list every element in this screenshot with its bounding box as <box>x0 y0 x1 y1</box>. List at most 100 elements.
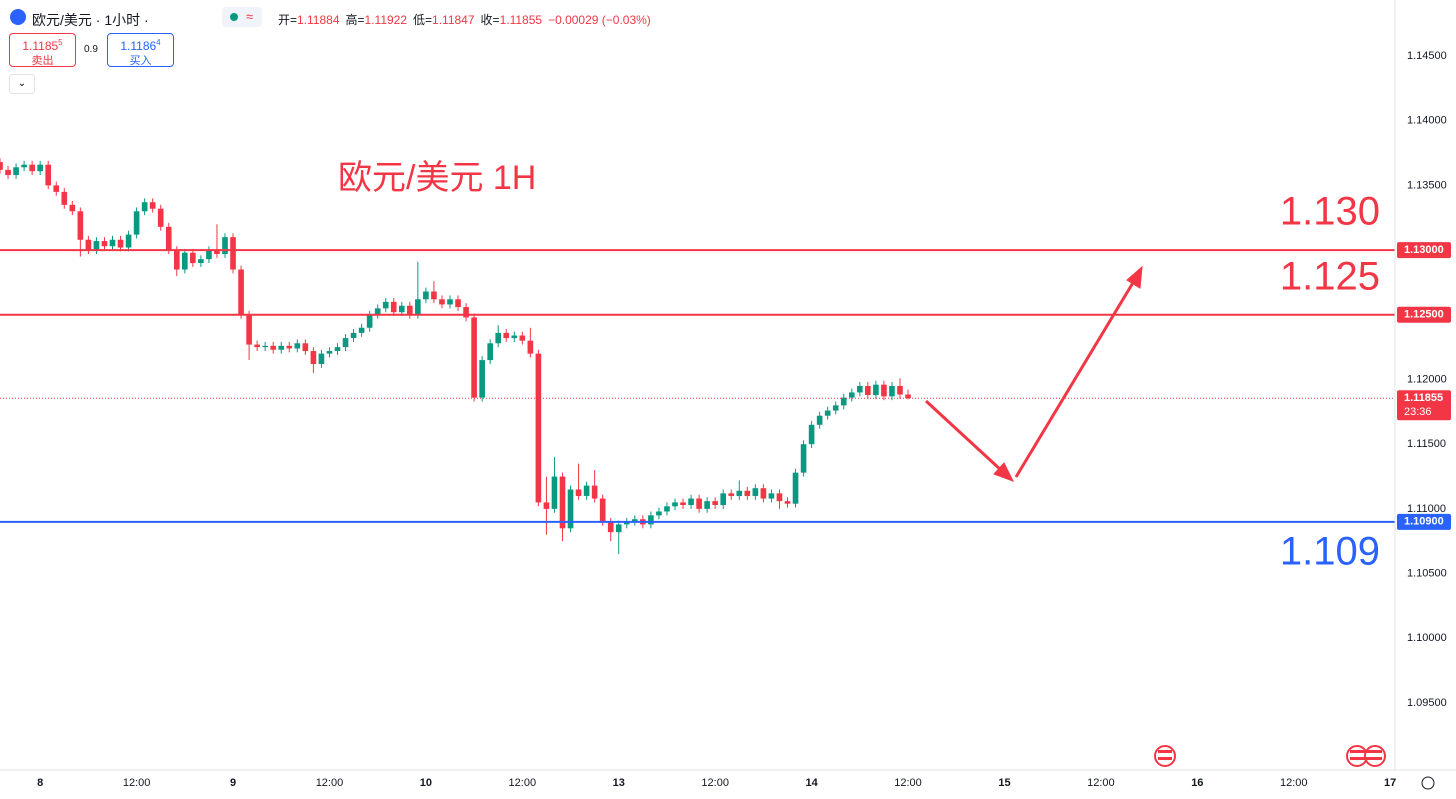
level-tag <box>1397 513 1451 530</box>
collapse-button[interactable]: ⌄ <box>9 74 35 94</box>
level-tag-label: 1.13000 <box>1404 244 1444 256</box>
candle-body <box>318 353 325 364</box>
candle-body <box>141 202 148 212</box>
candle-body <box>390 301 397 313</box>
candle-body <box>407 305 413 315</box>
sell-button[interactable]: 1.11855 卖出 <box>9 33 76 67</box>
candle-body <box>5 169 11 176</box>
candle-body <box>567 489 574 529</box>
flag-stripe <box>1350 757 1382 760</box>
candle-body <box>712 501 718 506</box>
candle-body <box>45 164 52 186</box>
y-tick-label: 1.10000 <box>1407 632 1447 644</box>
settings-icon[interactable] <box>1421 776 1435 790</box>
level-tag-label: 1.12500 <box>1404 309 1444 321</box>
level-annotation: 1.130 <box>1280 190 1380 234</box>
candle-body <box>615 524 622 533</box>
y-tick-label: 1.13500 <box>1407 179 1447 191</box>
buy-button[interactable]: 1.11864 买入 <box>107 33 174 67</box>
candle-body <box>656 511 662 516</box>
candle-body <box>117 239 124 248</box>
x-tick-label: 12:00 <box>1087 777 1115 789</box>
last-price-tag <box>1397 390 1451 421</box>
candle-body <box>905 394 911 399</box>
candle-body <box>463 307 469 318</box>
candle-body <box>165 226 172 251</box>
candle-body <box>93 241 100 251</box>
market-open-dot <box>230 13 238 21</box>
symbol-icon <box>10 9 26 25</box>
buy-pip: 4 <box>156 38 161 47</box>
plot-area <box>0 158 1395 555</box>
level-tag-label: 1.10900 <box>1404 516 1444 528</box>
x-tick-label: 14 <box>805 777 818 789</box>
sell-pip: 5 <box>58 38 63 47</box>
candle-body <box>254 344 260 348</box>
candle-body <box>471 317 477 398</box>
flag-stripe <box>1158 750 1172 753</box>
candle-body <box>415 299 421 315</box>
x-tick-label: 16 <box>1191 777 1203 789</box>
candle-body <box>77 211 84 240</box>
candle-body <box>374 308 381 315</box>
event-flag[interactable] <box>1154 745 1176 767</box>
candle-body <box>302 343 309 352</box>
candle-body <box>607 521 614 533</box>
x-tick-label: 12:00 <box>123 777 151 789</box>
candle-body <box>559 476 566 529</box>
status-pill[interactable]: ≈ <box>222 7 262 27</box>
candle-body <box>270 345 277 350</box>
x-tick-label: 12:00 <box>894 777 922 789</box>
x-tick-label: 12:00 <box>701 777 729 789</box>
arrow-up <box>1014 280 1136 478</box>
y-tick-label: 1.10500 <box>1407 567 1447 579</box>
ohlc-key: 高= <box>345 13 365 27</box>
candle-body <box>792 472 799 504</box>
candle-body <box>382 301 389 309</box>
sell-price: 1.1185 <box>22 39 59 53</box>
ohlc-value: 1.11847 <box>432 13 475 27</box>
candle-body <box>575 489 582 496</box>
candle-body <box>61 191 68 205</box>
candle-body <box>760 488 767 499</box>
candle-body <box>648 515 654 525</box>
x-tick-label: 12:00 <box>316 777 344 789</box>
symbol-title[interactable]: 欧元/美元 · 1小时 · <box>32 12 149 28</box>
candle-body <box>190 252 196 264</box>
arrow-head <box>1126 265 1143 289</box>
sell-label: 卖出 <box>31 55 54 67</box>
level-tag <box>1397 242 1451 259</box>
forecast-arrows <box>924 265 1143 482</box>
candle-body <box>696 498 702 509</box>
candle-body <box>342 338 349 348</box>
candle-body <box>519 335 526 341</box>
x-tick-label: 8 <box>37 777 43 789</box>
flag-stripe <box>1350 750 1382 753</box>
candle-body <box>350 332 357 339</box>
x-tick-label: 10 <box>420 777 432 789</box>
candle-body <box>583 485 590 496</box>
candle-body <box>832 405 839 411</box>
candle-body <box>109 239 116 247</box>
x-tick-label: 15 <box>998 777 1010 789</box>
candle-body <box>29 164 35 172</box>
ohlc-value: 1.11922 <box>364 13 408 27</box>
candle-body <box>680 502 686 506</box>
level-tag <box>1397 306 1451 323</box>
candle-body <box>439 299 445 305</box>
arrow-down <box>924 399 1004 473</box>
candle-body <box>21 164 27 168</box>
candle-body <box>535 353 542 503</box>
candle-body <box>551 476 558 509</box>
candle-body <box>808 424 815 445</box>
status-icon: ≈ <box>246 9 254 24</box>
event-flag[interactable] <box>1364 745 1386 767</box>
arrow-head <box>993 462 1015 482</box>
candle-body <box>101 241 108 247</box>
candle-body <box>848 392 855 398</box>
candle-body <box>246 314 252 345</box>
x-tick-label: 12:00 <box>1280 777 1308 789</box>
event-flags <box>1154 745 1386 767</box>
ohlc-legend: 开=1.11884 高=1.11922 低=1.11847 收=1.11855 −0.0… <box>278 11 651 28</box>
candle-body <box>599 498 606 522</box>
